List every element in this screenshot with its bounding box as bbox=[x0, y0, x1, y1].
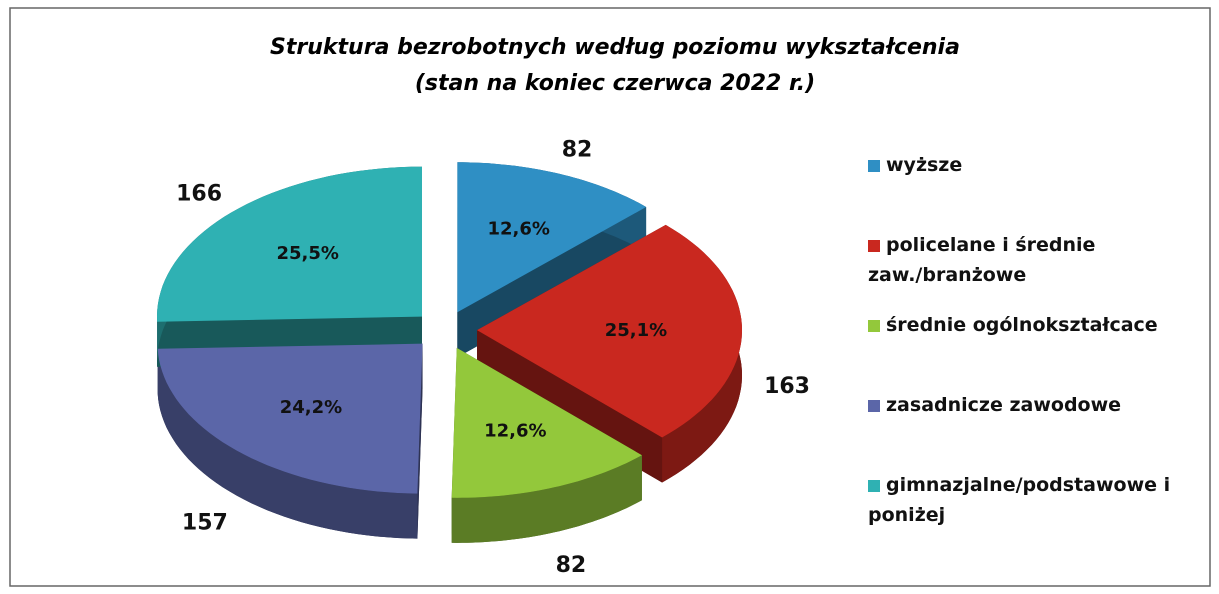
legend-label: gimnazjalne/podstawowe i poniżej bbox=[868, 474, 1171, 526]
slice-wall bbox=[451, 455, 642, 543]
legend-item: gimnazjalne/podstawowe i poniżej bbox=[868, 470, 1188, 550]
share-label: 25,1% bbox=[605, 320, 667, 341]
slice bbox=[451, 347, 642, 498]
legend-swatch bbox=[868, 159, 880, 172]
legend-swatch bbox=[868, 239, 880, 252]
labels: 12,6% 82 25,1% 163 12,6% 82 24,2% 157 25,5% 166 bbox=[176, 137, 810, 578]
chart-subtitle: (stan na koniec czerwca 2022 r.) bbox=[415, 71, 815, 96]
legend-label: zasadnicze zawodowe bbox=[886, 394, 1122, 416]
share-label: 25,5% bbox=[276, 243, 338, 264]
chart-title: Struktura bezrobotnych według poziomu wy… bbox=[270, 35, 960, 60]
legend-swatch bbox=[868, 479, 880, 492]
legend-item: zasadnicze zawodowe bbox=[868, 390, 1188, 470]
legend-label: średnie ogólnokształcace bbox=[886, 314, 1158, 336]
share-label: 24,2% bbox=[280, 397, 342, 418]
slice-tops bbox=[157, 162, 742, 498]
value-label: 82 bbox=[556, 553, 587, 578]
legend-label: wyższe bbox=[886, 154, 963, 176]
slice bbox=[157, 343, 423, 494]
legend-swatch bbox=[868, 399, 880, 412]
value-label: 163 bbox=[764, 374, 810, 399]
value-label: 82 bbox=[562, 137, 593, 162]
value-label: 157 bbox=[182, 511, 228, 536]
slice-wall bbox=[157, 348, 418, 539]
legend-item: wyższe bbox=[868, 150, 1188, 230]
slice bbox=[157, 166, 422, 322]
value-label: 166 bbox=[176, 182, 222, 207]
share-label: 12,6% bbox=[488, 218, 550, 239]
legend-label: policelane i średnie zaw./branżowe bbox=[868, 234, 1096, 286]
slice bbox=[476, 224, 742, 438]
slice bbox=[457, 162, 647, 313]
legend-item: średnie ogólnokształcace bbox=[868, 310, 1188, 390]
legend-swatch bbox=[868, 319, 880, 332]
legend-item: policelane i średnie zaw./branżowe bbox=[868, 230, 1188, 310]
legend: wyższe policelane i średnie zaw./branżowe… bbox=[868, 150, 1188, 550]
slice-cut bbox=[417, 343, 423, 539]
share-label: 12,6% bbox=[484, 421, 546, 442]
